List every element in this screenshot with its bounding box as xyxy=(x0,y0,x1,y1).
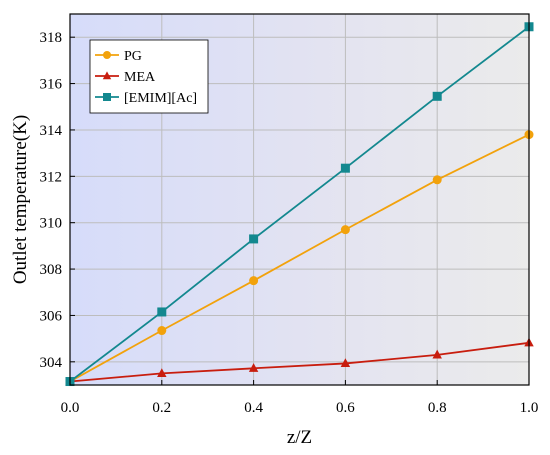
series-1-point-3 xyxy=(340,358,351,368)
legend-marker-2 xyxy=(103,93,111,101)
series-0-point-2 xyxy=(249,276,259,286)
series-2-point-3 xyxy=(340,163,350,173)
y-axis-label: Outlet temperature(K) xyxy=(10,115,31,284)
series-group xyxy=(70,26,529,383)
series-0-point-1 xyxy=(157,326,167,336)
legend-label-2: [EMIM][Ac] xyxy=(124,91,197,106)
x-tick-label-2: 0.4 xyxy=(244,400,263,416)
y-tick-label-1: 306 xyxy=(40,308,63,324)
y-tick-label-4: 312 xyxy=(40,169,63,185)
series-1-point-4 xyxy=(432,349,442,359)
series-line-2 xyxy=(70,26,529,383)
y-tick-label-2: 308 xyxy=(40,262,63,278)
legend-marker-1 xyxy=(102,71,112,80)
y-tick-label-0: 304 xyxy=(40,355,63,371)
axis-ticks: 0.0 0.2 0.4 0.6 0.8 1.0 304 306 308 310 312 314 316 3… xyxy=(40,30,539,416)
legend: PG MEA [EMIM][Ac] xyxy=(89,39,209,114)
legend-marker-0 xyxy=(103,51,111,59)
x-tick-label-3: 0.6 xyxy=(336,400,355,416)
grid xyxy=(70,14,529,385)
series-2-point-1 xyxy=(157,307,167,317)
series-0-point-4 xyxy=(432,175,442,185)
plot-frame xyxy=(69,13,530,386)
x-tick-label-5: 1.0 xyxy=(520,400,539,416)
x-tick-label-0: 0.0 xyxy=(61,400,80,416)
x-tick-label-4: 0.8 xyxy=(428,400,447,416)
series-2-point-4 xyxy=(432,91,442,101)
y-tick-label-7: 318 xyxy=(40,30,63,46)
markers-group xyxy=(65,22,534,387)
series-line-1 xyxy=(70,341,529,383)
y-tick-label-6: 316 xyxy=(40,77,63,93)
series-1-point-1 xyxy=(157,368,167,378)
x-axis-label: z/Z xyxy=(287,427,312,448)
y-tick-label-3: 310 xyxy=(40,216,63,232)
y-tick-label-5: 314 xyxy=(40,123,63,139)
series-2-point-2 xyxy=(249,234,259,244)
legend-label-1: MEA xyxy=(124,70,156,85)
x-tick-label-1: 0.2 xyxy=(152,400,171,416)
series-1-point-2 xyxy=(248,363,259,372)
series-0-point-3 xyxy=(340,225,350,235)
series-line-0 xyxy=(70,133,529,383)
legend-label-0: PG xyxy=(124,49,142,64)
